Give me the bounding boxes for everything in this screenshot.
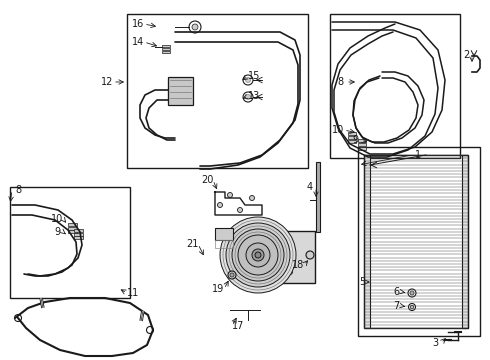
Text: 11: 11 xyxy=(127,288,139,298)
Bar xyxy=(74,233,83,235)
Bar xyxy=(364,155,468,328)
Text: 21: 21 xyxy=(186,239,198,249)
Circle shape xyxy=(249,195,254,201)
Circle shape xyxy=(277,262,283,267)
Text: 20: 20 xyxy=(201,175,213,185)
Bar xyxy=(168,80,190,102)
Circle shape xyxy=(230,273,234,277)
Circle shape xyxy=(226,223,290,287)
Bar xyxy=(358,147,480,336)
Circle shape xyxy=(228,271,236,279)
Text: 3: 3 xyxy=(432,338,438,348)
Text: 7: 7 xyxy=(393,301,399,311)
Text: 19: 19 xyxy=(212,284,224,294)
Bar xyxy=(263,255,277,265)
Bar xyxy=(168,77,193,105)
Text: 12: 12 xyxy=(101,77,113,87)
Bar xyxy=(280,250,294,260)
Text: 8: 8 xyxy=(337,77,343,87)
Bar xyxy=(330,14,460,158)
Bar xyxy=(263,231,315,283)
Circle shape xyxy=(255,252,261,258)
Bar xyxy=(358,143,366,146)
Bar xyxy=(10,187,130,298)
Bar xyxy=(162,45,170,47)
Bar xyxy=(358,139,366,142)
Bar xyxy=(215,228,233,240)
Bar xyxy=(162,50,170,53)
Circle shape xyxy=(410,291,414,295)
Circle shape xyxy=(245,94,250,99)
Circle shape xyxy=(227,193,232,198)
Bar xyxy=(462,155,468,328)
Text: 8: 8 xyxy=(15,185,21,195)
Bar xyxy=(348,140,356,143)
Circle shape xyxy=(238,235,278,275)
Text: 15: 15 xyxy=(248,71,260,81)
Bar xyxy=(364,155,370,328)
Bar xyxy=(162,48,170,50)
Circle shape xyxy=(410,305,414,309)
Bar xyxy=(348,132,356,135)
Circle shape xyxy=(238,207,243,212)
Text: 2: 2 xyxy=(463,50,469,60)
Bar xyxy=(68,230,77,233)
Bar xyxy=(358,147,366,150)
Bar xyxy=(68,223,77,226)
Text: 5: 5 xyxy=(359,277,365,287)
Circle shape xyxy=(306,251,314,259)
Text: 13: 13 xyxy=(248,91,260,101)
Bar xyxy=(215,240,233,248)
Circle shape xyxy=(245,77,250,82)
Text: 14: 14 xyxy=(132,37,144,47)
Bar xyxy=(74,229,83,232)
Text: 9: 9 xyxy=(54,227,60,237)
Text: 18: 18 xyxy=(292,260,304,270)
Bar xyxy=(127,14,308,168)
Circle shape xyxy=(220,217,296,293)
Circle shape xyxy=(268,267,272,273)
Text: 6: 6 xyxy=(393,287,399,297)
Circle shape xyxy=(232,229,284,281)
Bar xyxy=(316,162,320,232)
Bar xyxy=(74,236,83,239)
Text: 16: 16 xyxy=(132,19,144,29)
Circle shape xyxy=(246,243,270,267)
Bar xyxy=(68,226,77,230)
Text: 1: 1 xyxy=(415,150,421,160)
Circle shape xyxy=(252,249,264,261)
Text: 17: 17 xyxy=(232,321,244,331)
Text: 4: 4 xyxy=(307,182,313,192)
Text: 10: 10 xyxy=(51,214,63,224)
Bar xyxy=(348,136,356,139)
Text: 9: 9 xyxy=(352,135,358,145)
Circle shape xyxy=(288,270,293,274)
Circle shape xyxy=(218,202,222,207)
Text: 10: 10 xyxy=(332,125,344,135)
Circle shape xyxy=(192,24,198,30)
